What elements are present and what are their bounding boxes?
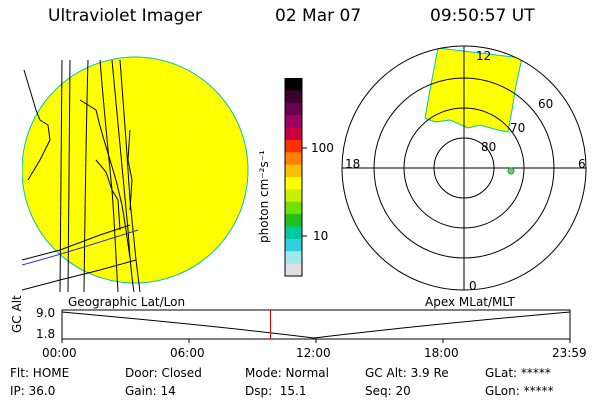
geographic-label: Geographic Lat/Lon (68, 295, 186, 309)
colorbar-band (285, 189, 302, 203)
gc-alt-tick-high: 9.0 (36, 306, 56, 320)
colorbar-band (285, 139, 302, 153)
colorbar-band (285, 201, 302, 215)
instrument-title: Ultraviolet Imager (48, 6, 202, 26)
status-gc-alt: GC Alt: 3.9 Re (365, 366, 449, 380)
status-seq: Seq: 20 (365, 384, 411, 398)
mlat-label-80: 80 (481, 140, 497, 154)
status-glon: GLon: ***** (485, 384, 554, 398)
uv-disk (22, 56, 249, 284)
colorbar-band (285, 226, 302, 240)
gc-alt-tick-low: 1.8 (36, 327, 56, 341)
colorbar-tick-10: 10 (313, 229, 329, 243)
colorbar-band (285, 152, 302, 166)
colorbar-band (285, 90, 302, 104)
colorbar-band (285, 127, 302, 141)
colorbar-band (285, 251, 302, 265)
colorbar-band (285, 263, 302, 277)
gc-alt-axis-label: GC Alt (10, 295, 24, 333)
status-door: Door: Closed (125, 366, 202, 380)
time-label: 09:50:57 UT (430, 6, 535, 26)
status-gain: Gain: 14 (125, 384, 176, 398)
colorbar-band (285, 164, 302, 178)
mlt-label-12: 12 (476, 49, 492, 63)
colorbar-band (285, 214, 302, 228)
colorbar-band (285, 177, 302, 190)
colorbar-band (285, 102, 302, 116)
altitude-timeline (61, 309, 571, 343)
auroral-oval-image (424, 47, 523, 133)
mlat-label-70: 70 (510, 121, 526, 135)
coastline-left (23, 69, 51, 181)
colorbar-unit-label: photon cm⁻²s⁻¹ (257, 150, 271, 243)
colorbar-band (285, 238, 302, 252)
terminator-line (22, 229, 139, 266)
status-mode: Mode: Normal (245, 366, 329, 380)
mlt-label-6: 6 (578, 157, 586, 171)
status-dsp: Dsp: 15.1 (245, 384, 307, 398)
colorbar-band (285, 78, 302, 91)
coastline-overlay (22, 59, 141, 292)
time-tick-1800: 18:00 (424, 346, 459, 360)
timeline-frame (61, 309, 571, 340)
colorbar-tick-100: 100 (311, 141, 334, 155)
color-scale: photon cm⁻²s⁻¹ (257, 78, 307, 277)
mlt-label-18: 18 (345, 157, 361, 171)
time-tick-1200: 12:00 (296, 346, 331, 360)
mlat-label-60: 60 (538, 97, 554, 111)
status-ip: IP: 36.0 (10, 384, 56, 398)
colorbar-band (285, 115, 302, 129)
time-tick-0000: 00:00 (42, 346, 77, 360)
geographic-image (22, 56, 249, 292)
status-glat: GLat: ***** (485, 366, 551, 380)
date-label: 02 Mar 07 (275, 6, 362, 26)
spacecraft-marker (507, 167, 515, 175)
mlt-label-0: 0 (469, 279, 477, 293)
time-tick-2359: 23:59 (552, 346, 587, 360)
altitude-curve (61, 311, 571, 339)
apex-label: Apex MLat/MLT (425, 295, 515, 309)
time-tick-0600: 06:00 (170, 346, 205, 360)
status-flt: Flt: HOME (10, 366, 70, 380)
polar-plot (341, 45, 587, 291)
